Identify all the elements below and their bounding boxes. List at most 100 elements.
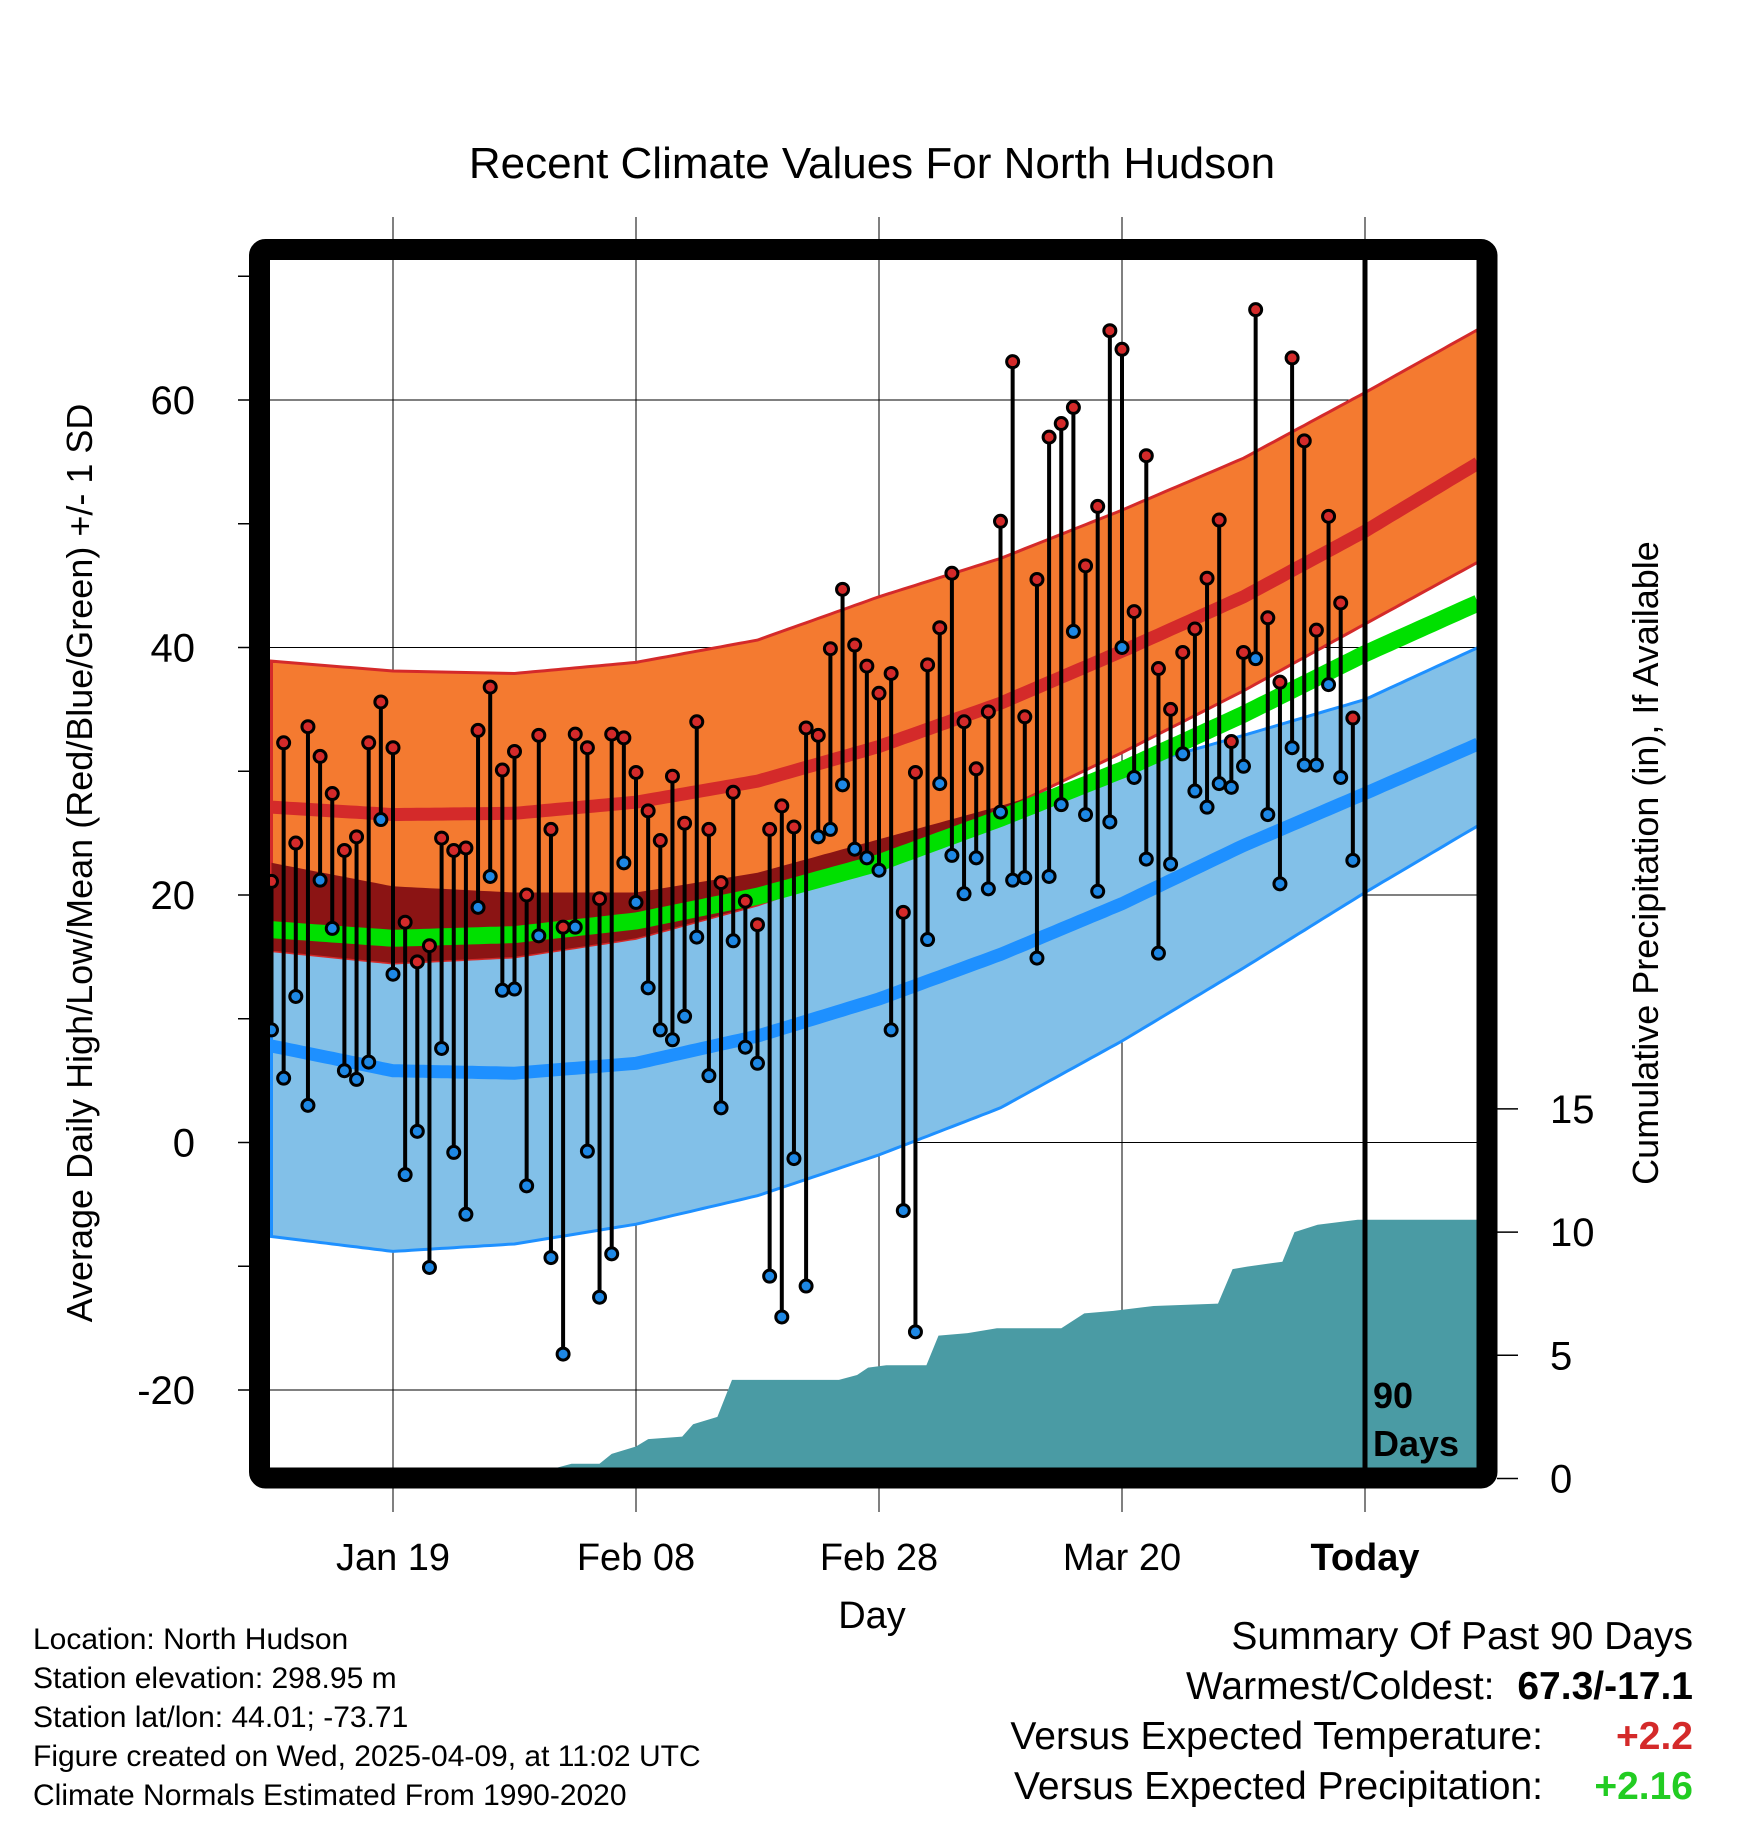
- daily-high-point: [944, 565, 960, 581]
- daily-high-point: [932, 620, 948, 636]
- y-tick-label: 0: [173, 1122, 195, 1166]
- daily-high-point: [689, 714, 705, 730]
- y2-tick-label: 10: [1550, 1211, 1595, 1255]
- daily-high-point: [628, 764, 644, 780]
- daily-high-point: [822, 641, 838, 657]
- x-tick-label: Today: [1310, 1537, 1419, 1579]
- daily-low-point: [434, 1040, 450, 1056]
- daily-low-point: [737, 1039, 753, 1055]
- daily-high-point: [1223, 734, 1239, 750]
- precip-label: Versus Expected Precipitation:: [1014, 1765, 1543, 1808]
- daily-low-point: [579, 1143, 595, 1159]
- daily-high-point: [701, 821, 717, 837]
- daily-low-point: [847, 841, 863, 857]
- daily-low-point: [312, 872, 328, 888]
- latlon-text: Station lat/lon: 44.01; -73.71: [33, 1701, 409, 1734]
- daily-low-point: [1150, 945, 1166, 961]
- cumulative-precip-area: [551, 1219, 1478, 1469]
- daily-high-point: [1236, 644, 1251, 660]
- daily-low-point: [725, 933, 741, 949]
- chart-title: Recent Climate Values For North Hudson: [469, 139, 1275, 188]
- daily-high-point: [835, 581, 851, 597]
- daily-low-point: [810, 829, 826, 845]
- daily-low-point: [409, 1123, 425, 1139]
- y-tick-label: 60: [151, 379, 196, 423]
- daily-low-point: [956, 886, 972, 902]
- daily-low-point: [895, 1203, 911, 1219]
- daily-high-point: [373, 694, 389, 710]
- daily-low-point: [616, 855, 632, 871]
- sd-overlap-band: [271, 798, 1025, 964]
- daily-low-point: [507, 981, 522, 997]
- daily-low-point: [1248, 651, 1264, 667]
- y-tick-label: 20: [151, 874, 196, 918]
- daily-high-point: [1308, 622, 1324, 638]
- daily-low-point: [628, 894, 644, 910]
- daily-low-point: [288, 988, 304, 1004]
- daily-high-point: [1053, 416, 1069, 432]
- daily-high-point: [1163, 701, 1179, 717]
- daily-low-point: [1065, 623, 1081, 639]
- daily-high-point: [1150, 661, 1166, 677]
- daily-low-point: [567, 919, 583, 935]
- daily-high-point: [737, 893, 753, 909]
- daily-low-point: [349, 1071, 365, 1087]
- daily-high-point: [750, 917, 765, 933]
- daily-high-point: [798, 720, 814, 736]
- daily-high-point: [270, 873, 279, 889]
- daily-low-point: [270, 1022, 279, 1038]
- daily-low-point: [397, 1167, 413, 1183]
- daily-low-point: [835, 777, 851, 793]
- daily-low-point: [324, 920, 340, 936]
- daily-high-point: [847, 637, 863, 653]
- daily-high-point: [652, 833, 668, 849]
- daily-low-point: [470, 899, 486, 915]
- daily-low-point: [774, 1309, 790, 1325]
- daily-high-point: [494, 762, 510, 778]
- y-axis-label: Average Daily High/Low/Mean (Red/Blue/Gr…: [59, 404, 100, 1323]
- daily-high-point: [604, 726, 620, 742]
- daily-high-point: [1102, 323, 1118, 339]
- daily-high-point: [810, 727, 826, 743]
- daily-high-point: [664, 768, 680, 784]
- x-tick-label: Jan 19: [336, 1537, 450, 1579]
- y2-tick-label: 5: [1550, 1334, 1572, 1378]
- daily-low-point: [822, 821, 838, 837]
- daily-low-point: [859, 850, 875, 866]
- daily-high-point: [434, 830, 450, 846]
- daily-high-point: [555, 919, 571, 935]
- y-tick-label: -20: [137, 1369, 195, 1413]
- daily-low-point: [1053, 797, 1069, 813]
- daily-high-point: [324, 786, 340, 802]
- axes: 90 Days 60 40 20 0 -20 15 10 5 0 Jan 19 Feb 08 Feb 28…: [137, 239, 1595, 1579]
- daily-high-point: [1333, 595, 1349, 611]
- precip-row: Versus Expected Precipitation: +2.16: [1010, 1762, 1693, 1812]
- daily-high-point: [409, 954, 425, 970]
- daily-low-point: [883, 1022, 899, 1038]
- daily-low-point: [592, 1289, 608, 1305]
- daily-low-point: [1321, 677, 1337, 693]
- daily-low-point: [1284, 740, 1300, 756]
- daily-high-point: [1345, 710, 1361, 726]
- daily-low-point: [1272, 876, 1288, 892]
- daily-high-point: [980, 704, 996, 720]
- daily-high-point: [592, 891, 608, 907]
- daily-high-point: [1090, 498, 1106, 514]
- created-text: Figure created on Wed, 2025-04-09, at 11…: [33, 1740, 701, 1773]
- daily-low-point: [920, 932, 936, 948]
- daily-low-point: [1090, 883, 1106, 899]
- daily-high-point: [883, 665, 899, 681]
- temp-label: Versus Expected Temperature:: [1010, 1715, 1543, 1758]
- daily-high-point: [1199, 570, 1215, 586]
- daily-low-point: [458, 1206, 474, 1222]
- daily-low-point: [1138, 851, 1154, 867]
- daily-low-point: [1345, 852, 1361, 868]
- daily-low-point: [1260, 807, 1276, 823]
- daily-low-point: [1175, 746, 1191, 762]
- daily-low-point: [798, 1278, 814, 1294]
- summary-panel: Summary Of Past 90 Days Warmest/Coldest:…: [1010, 1612, 1693, 1812]
- daily-low-point: [494, 982, 510, 998]
- daily-high-point: [361, 735, 377, 751]
- daily-high-point: [1175, 644, 1191, 660]
- daily-low-point: [1187, 783, 1203, 799]
